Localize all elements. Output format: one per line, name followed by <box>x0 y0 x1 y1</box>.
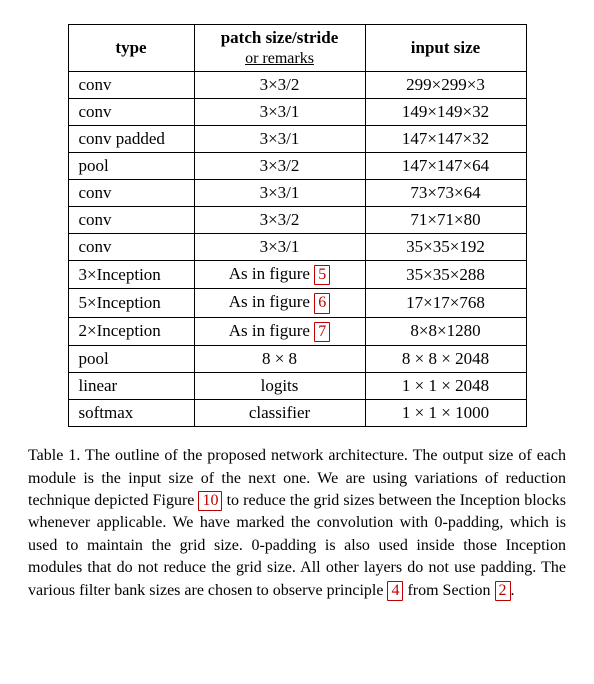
header-input-size: input size <box>365 25 526 72</box>
cell-patch: As in figure 6 <box>194 289 365 317</box>
cell-type: softmax <box>68 400 194 427</box>
cell-type: conv <box>68 99 194 126</box>
cell-input-size: 17×17×768 <box>365 289 526 317</box>
table-caption: Table 1. The outline of the proposed net… <box>28 445 566 602</box>
cell-input-size: 147×147×64 <box>365 153 526 180</box>
cell-patch: 3×3/1 <box>194 234 365 261</box>
cell-input-size: 8 × 8 × 2048 <box>365 346 526 373</box>
table-row: conv3×3/2299×299×3 <box>68 72 526 99</box>
principle-ref-4[interactable]: 4 <box>387 581 403 601</box>
cell-patch: As in figure 5 <box>194 261 365 289</box>
cell-type: pool <box>68 346 194 373</box>
section-ref-2[interactable]: 2 <box>495 581 511 601</box>
caption-text-4: . <box>511 582 515 599</box>
table-row: linearlogits1 × 1 × 2048 <box>68 373 526 400</box>
cell-input-size: 35×35×192 <box>365 234 526 261</box>
table-row: 3×InceptionAs in figure 535×35×288 <box>68 261 526 289</box>
cell-patch: 3×3/1 <box>194 180 365 207</box>
cell-input-size: 73×73×64 <box>365 180 526 207</box>
cell-patch: logits <box>194 373 365 400</box>
architecture-table: type patch size/stride or remarks input … <box>68 24 527 427</box>
cell-input-size: 71×71×80 <box>365 207 526 234</box>
cell-type: conv <box>68 72 194 99</box>
table-row: conv3×3/1149×149×32 <box>68 99 526 126</box>
cell-type: conv <box>68 234 194 261</box>
cell-patch: 3×3/2 <box>194 72 365 99</box>
caption-label: Table 1. <box>28 447 80 464</box>
table-row: pool3×3/2147×147×64 <box>68 153 526 180</box>
cell-input-size: 149×149×32 <box>365 99 526 126</box>
cell-input-size: 1 × 1 × 2048 <box>365 373 526 400</box>
cell-type: 5×Inception <box>68 289 194 317</box>
figure-ref[interactable]: 6 <box>314 293 330 313</box>
cell-input-size: 299×299×3 <box>365 72 526 99</box>
header-patch-sub: or remarks <box>245 50 314 67</box>
cell-type: conv padded <box>68 126 194 153</box>
header-type: type <box>68 25 194 72</box>
cell-patch: 3×3/1 <box>194 99 365 126</box>
cell-type: 3×Inception <box>68 261 194 289</box>
table-header-row: type patch size/stride or remarks input … <box>68 25 526 72</box>
table-row: conv3×3/271×71×80 <box>68 207 526 234</box>
cell-patch: 3×3/1 <box>194 126 365 153</box>
cell-input-size: 8×8×1280 <box>365 317 526 345</box>
header-patch-main: patch size/stride <box>221 28 339 47</box>
cell-input-size: 35×35×288 <box>365 261 526 289</box>
figure-ref-prefix: As in figure <box>229 264 314 283</box>
table-row: 5×InceptionAs in figure 617×17×768 <box>68 289 526 317</box>
header-patch: patch size/stride or remarks <box>194 25 365 72</box>
cell-type: linear <box>68 373 194 400</box>
table-row: 2×InceptionAs in figure 78×8×1280 <box>68 317 526 345</box>
table-row: conv3×3/173×73×64 <box>68 180 526 207</box>
cell-type: conv <box>68 207 194 234</box>
cell-input-size: 1 × 1 × 1000 <box>365 400 526 427</box>
cell-type: conv <box>68 180 194 207</box>
table-row: softmaxclassifier1 × 1 × 1000 <box>68 400 526 427</box>
cell-patch: 8 × 8 <box>194 346 365 373</box>
table-row: conv padded3×3/1147×147×32 <box>68 126 526 153</box>
cell-patch: 3×3/2 <box>194 153 365 180</box>
figure-ref-prefix: As in figure <box>229 292 314 311</box>
figure-ref-prefix: As in figure <box>229 321 314 340</box>
cell-patch: 3×3/2 <box>194 207 365 234</box>
table-row: pool8 × 88 × 8 × 2048 <box>68 346 526 373</box>
figure-ref-10[interactable]: 10 <box>198 491 222 511</box>
cell-patch: classifier <box>194 400 365 427</box>
figure-ref[interactable]: 5 <box>314 265 330 285</box>
table-row: conv3×3/135×35×192 <box>68 234 526 261</box>
cell-patch: As in figure 7 <box>194 317 365 345</box>
cell-type: 2×Inception <box>68 317 194 345</box>
cell-type: pool <box>68 153 194 180</box>
caption-text-3: from Section <box>403 582 494 599</box>
cell-input-size: 147×147×32 <box>365 126 526 153</box>
figure-ref[interactable]: 7 <box>314 322 330 342</box>
